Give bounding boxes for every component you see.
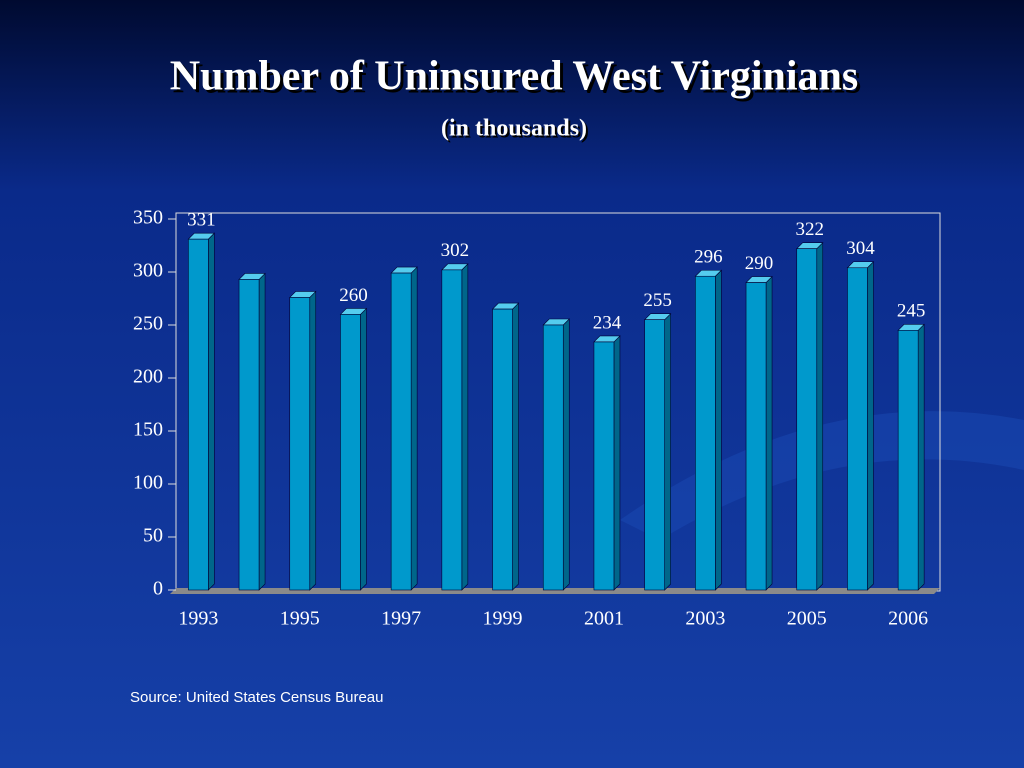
bar-side [258, 272, 266, 591]
data-label: 245 [897, 301, 926, 322]
data-label: 234 [593, 312, 622, 333]
bar [897, 329, 919, 591]
chart-title: Number of Uninsured West Virginians [170, 54, 858, 100]
title-shadow: Number of Uninsured West Virginians [173, 57, 861, 103]
data-label: 296 [694, 247, 723, 268]
bar [492, 308, 513, 591]
bar-side [309, 290, 317, 591]
bar [745, 282, 767, 591]
subtitle-shadow: (in thousands) [443, 118, 589, 144]
chart-subtitle: (in thousands) [441, 116, 587, 142]
data-label: 304 [846, 238, 875, 259]
x-tick-label: 1999 [483, 608, 523, 630]
bar [796, 248, 818, 591]
bar [644, 319, 665, 591]
bar-side [765, 275, 773, 591]
bar-side [410, 266, 418, 591]
bar-side [512, 302, 519, 591]
bar [340, 314, 361, 591]
bar-side [867, 261, 874, 591]
y-tick-label: 0 [153, 578, 163, 600]
data-label: 260 [339, 285, 368, 306]
bar-side [613, 335, 621, 591]
y-tick-label: 200 [133, 366, 163, 388]
bar-side [208, 232, 215, 591]
bar [188, 238, 209, 591]
bar [542, 324, 564, 591]
y-tick-label: 350 [133, 207, 163, 229]
bar [441, 269, 463, 591]
bar-side [917, 323, 925, 591]
x-tick-label: 1993 [178, 608, 218, 630]
data-label: 322 [796, 219, 825, 240]
bar [238, 279, 260, 591]
y-tick-label: 250 [133, 313, 163, 335]
bar [390, 272, 412, 591]
bar [695, 275, 716, 591]
x-tick-label: 2006 [888, 608, 928, 630]
y-tick-label: 150 [133, 419, 163, 441]
bar-side [562, 318, 570, 591]
bar-side [461, 263, 469, 591]
bar [593, 341, 615, 591]
x-tick-label: 2003 [685, 608, 725, 630]
x-tick-label: 1995 [280, 608, 320, 630]
x-tick-label: 1997 [381, 608, 421, 630]
data-label: 331 [187, 209, 216, 230]
data-label: 255 [643, 290, 672, 311]
bar [289, 297, 311, 591]
y-tick-label: 300 [133, 260, 163, 282]
y-tick-label: 50 [143, 525, 163, 547]
data-label: 290 [745, 253, 774, 274]
y-tick-label: 100 [133, 472, 163, 494]
data-label: 302 [441, 240, 470, 261]
source-note: Source: United States Census Bureau [130, 689, 383, 706]
x-tick-label: 2005 [787, 608, 827, 630]
bar-side [360, 307, 367, 591]
bar-side [816, 241, 824, 591]
x-tick-label: 2001 [584, 608, 624, 630]
bar-side [715, 269, 722, 591]
bar [847, 267, 868, 591]
bar-side [664, 312, 671, 591]
